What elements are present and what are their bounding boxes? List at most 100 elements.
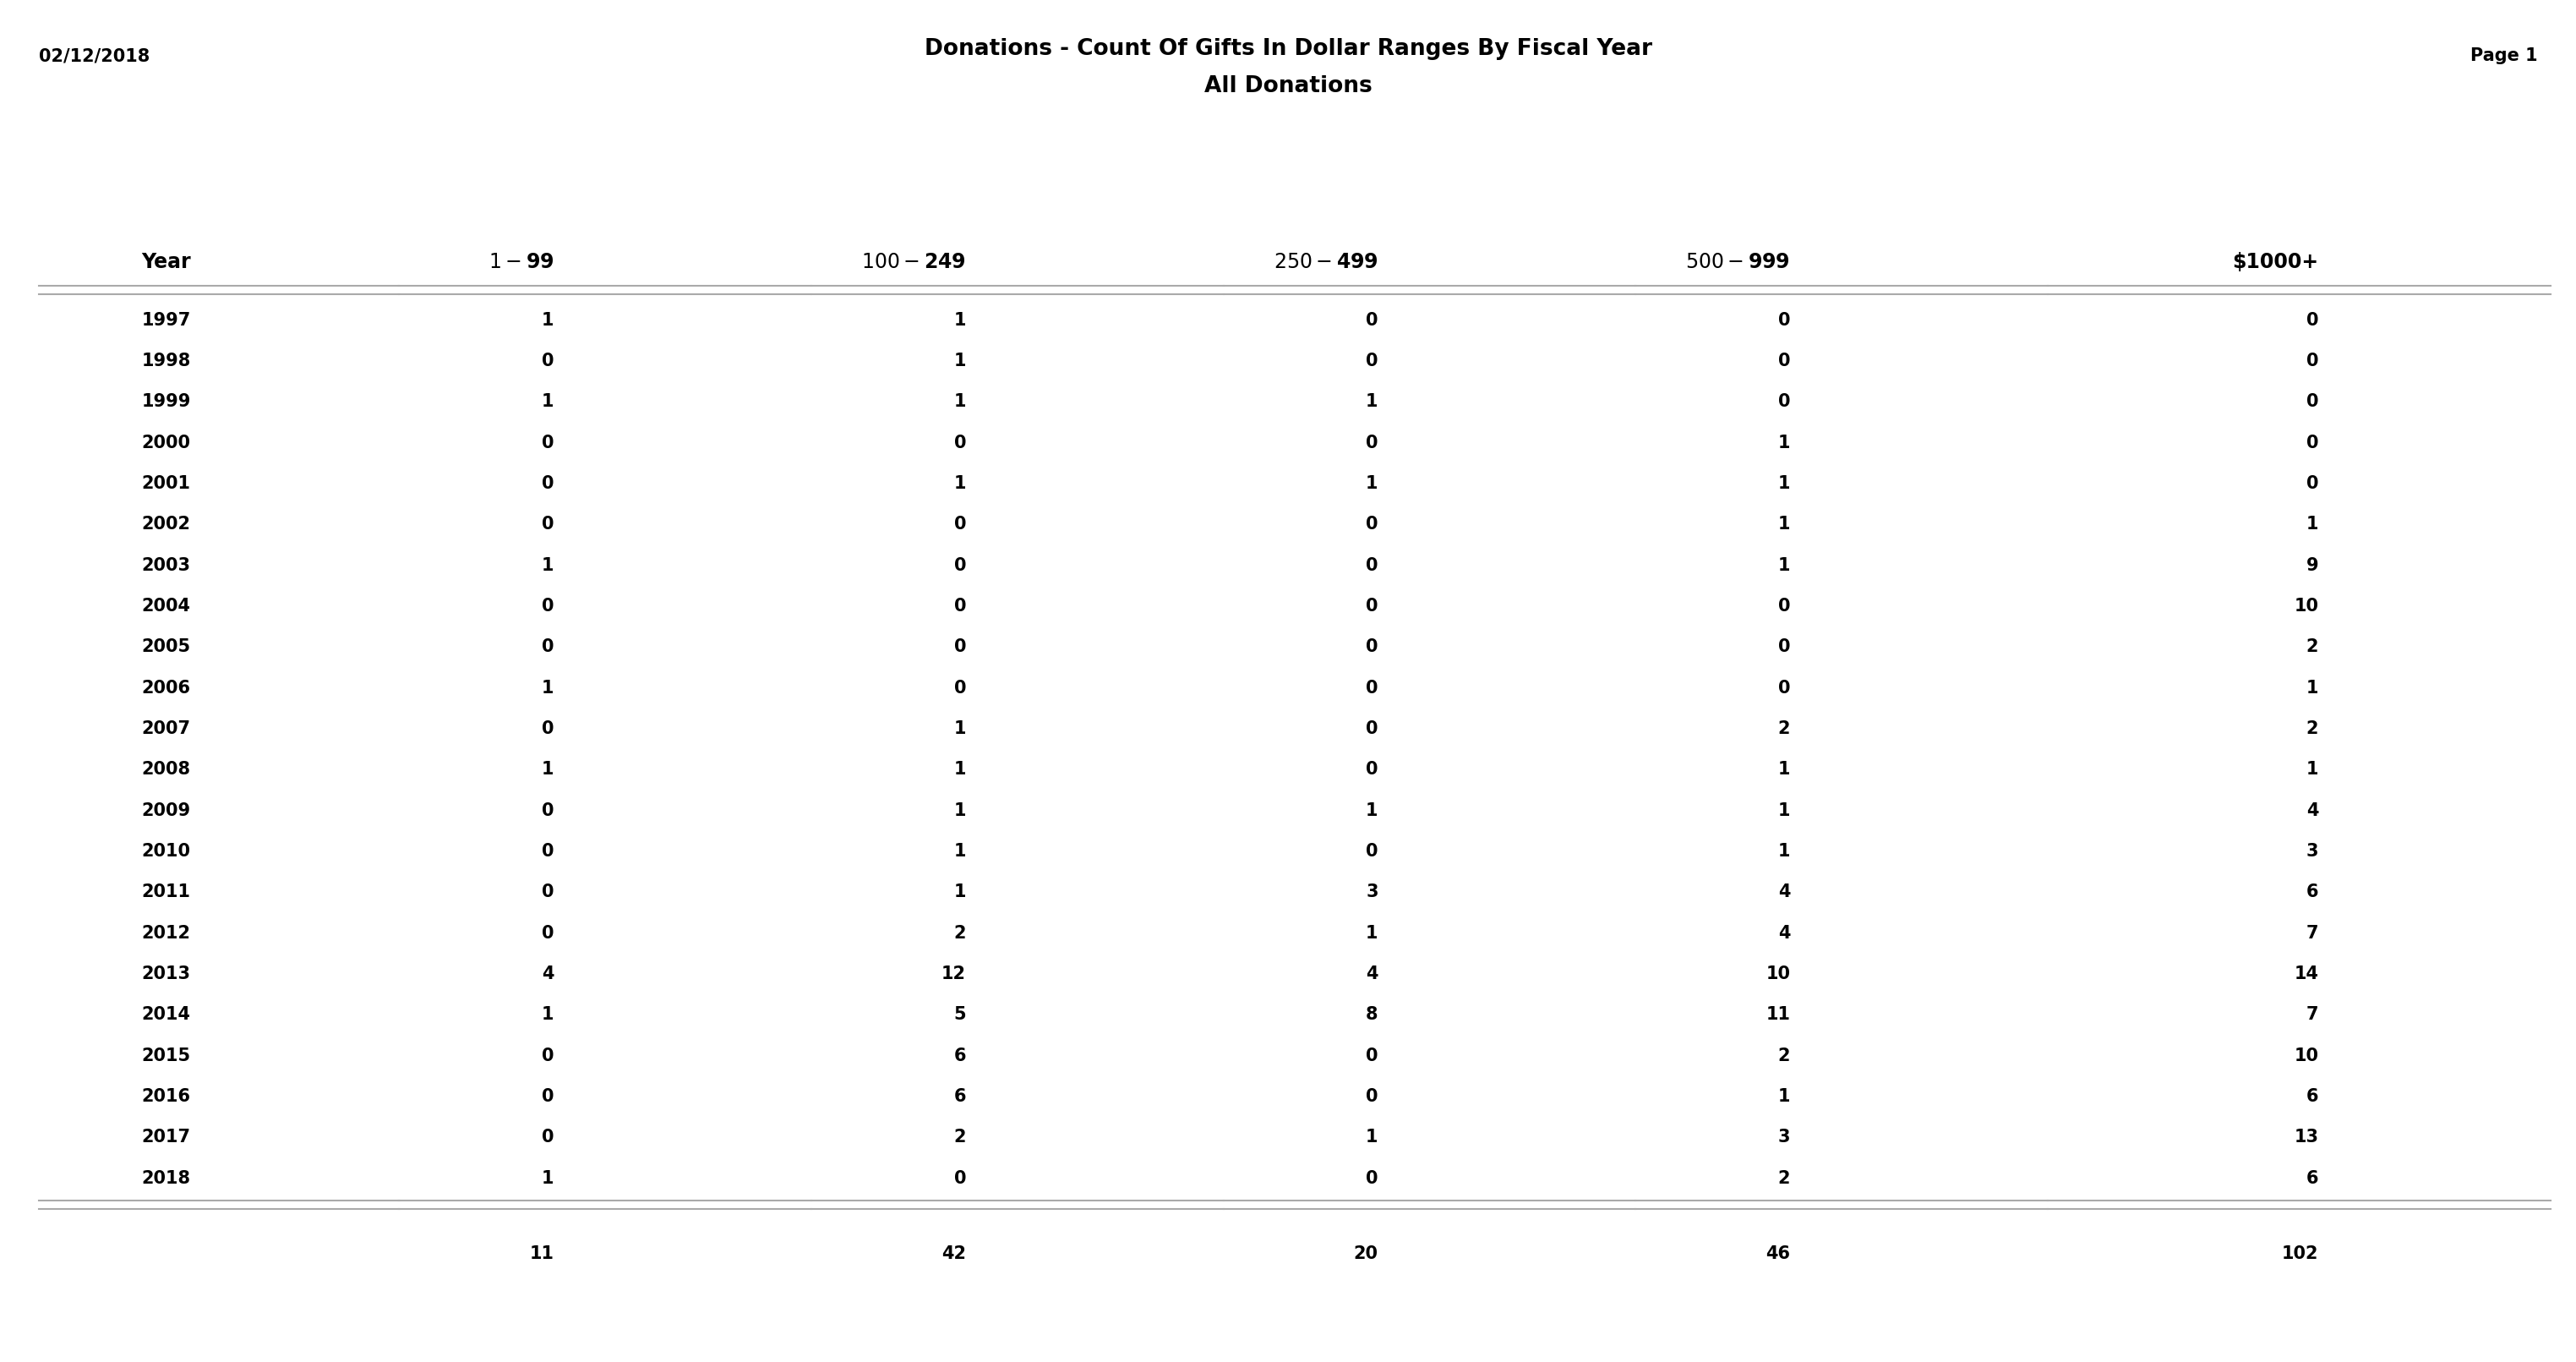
Text: 10: 10 <box>2293 598 2318 614</box>
Text: 0: 0 <box>1365 516 1378 533</box>
Text: 7: 7 <box>2306 1007 2318 1023</box>
Text: 1: 1 <box>1365 475 1378 492</box>
Text: 0: 0 <box>1777 639 1790 655</box>
Text: 1: 1 <box>953 475 966 492</box>
Text: 0: 0 <box>1365 639 1378 655</box>
Text: $1000+: $1000+ <box>2231 252 2318 272</box>
Text: 1: 1 <box>1777 557 1790 573</box>
Text: 02/12/2018: 02/12/2018 <box>39 48 149 64</box>
Text: 1: 1 <box>541 557 554 573</box>
Text: 1: 1 <box>541 1170 554 1186</box>
Text: 12: 12 <box>940 966 966 982</box>
Text: 3: 3 <box>1777 1129 1790 1145</box>
Text: 0: 0 <box>1365 353 1378 369</box>
Text: 2016: 2016 <box>142 1088 191 1105</box>
Text: 14: 14 <box>2293 966 2318 982</box>
Text: 0: 0 <box>2306 394 2318 410</box>
Text: 11: 11 <box>1765 1007 1790 1023</box>
Text: 0: 0 <box>541 353 554 369</box>
Text: 0: 0 <box>1365 598 1378 614</box>
Text: 9: 9 <box>2306 557 2318 573</box>
Text: 0: 0 <box>541 720 554 737</box>
Text: Page 1: Page 1 <box>2470 48 2537 64</box>
Text: 2011: 2011 <box>142 884 191 900</box>
Text: 6: 6 <box>2306 884 2318 900</box>
Text: 4: 4 <box>1365 966 1378 982</box>
Text: 1: 1 <box>953 843 966 859</box>
Text: 0: 0 <box>1365 761 1378 778</box>
Text: 0: 0 <box>2306 353 2318 369</box>
Text: 1: 1 <box>1777 802 1790 819</box>
Text: Year: Year <box>142 252 191 272</box>
Text: 1: 1 <box>953 761 966 778</box>
Text: 2018: 2018 <box>142 1170 191 1186</box>
Text: 0: 0 <box>541 598 554 614</box>
Text: 0: 0 <box>541 516 554 533</box>
Text: 0: 0 <box>1777 312 1790 328</box>
Text: 0: 0 <box>1365 1170 1378 1186</box>
Text: 6: 6 <box>2306 1088 2318 1105</box>
Text: 2014: 2014 <box>142 1007 191 1023</box>
Text: 1997: 1997 <box>142 312 191 328</box>
Text: 2015: 2015 <box>142 1047 191 1064</box>
Text: 1: 1 <box>1365 394 1378 410</box>
Text: 0: 0 <box>953 598 966 614</box>
Text: 0: 0 <box>541 1088 554 1105</box>
Text: 1: 1 <box>2306 680 2318 696</box>
Text: 0: 0 <box>1365 1088 1378 1105</box>
Text: 46: 46 <box>1765 1245 1790 1263</box>
Text: 0: 0 <box>541 639 554 655</box>
Text: $1 - $99: $1 - $99 <box>489 252 554 272</box>
Text: 6: 6 <box>2306 1170 2318 1186</box>
Text: 1: 1 <box>1777 1088 1790 1105</box>
Text: 0: 0 <box>1365 557 1378 573</box>
Text: 13: 13 <box>2293 1129 2318 1145</box>
Text: 3: 3 <box>2306 843 2318 859</box>
Text: 1: 1 <box>1777 434 1790 451</box>
Text: 20: 20 <box>1352 1245 1378 1263</box>
Text: 0: 0 <box>1365 843 1378 859</box>
Text: 0: 0 <box>953 434 966 451</box>
Text: 1999: 1999 <box>142 394 191 410</box>
Text: 0: 0 <box>953 639 966 655</box>
Text: 0: 0 <box>541 475 554 492</box>
Text: 0: 0 <box>1365 434 1378 451</box>
Text: 1: 1 <box>2306 516 2318 533</box>
Text: 0: 0 <box>541 843 554 859</box>
Text: 2: 2 <box>953 925 966 941</box>
Text: 0: 0 <box>1365 720 1378 737</box>
Text: 4: 4 <box>541 966 554 982</box>
Text: 2008: 2008 <box>142 761 191 778</box>
Text: 10: 10 <box>2293 1047 2318 1064</box>
Text: $100 - $249: $100 - $249 <box>860 252 966 272</box>
Text: 1998: 1998 <box>142 353 191 369</box>
Text: 2: 2 <box>1777 1170 1790 1186</box>
Text: 0: 0 <box>2306 312 2318 328</box>
Text: 1: 1 <box>953 802 966 819</box>
Text: 2000: 2000 <box>142 434 191 451</box>
Text: 1: 1 <box>1365 1129 1378 1145</box>
Text: 2013: 2013 <box>142 966 191 982</box>
Text: 1: 1 <box>1777 843 1790 859</box>
Text: 0: 0 <box>1365 312 1378 328</box>
Text: 8: 8 <box>1365 1007 1378 1023</box>
Text: 0: 0 <box>1777 394 1790 410</box>
Text: 1: 1 <box>953 720 966 737</box>
Text: 2: 2 <box>2306 639 2318 655</box>
Text: 4: 4 <box>2306 802 2318 819</box>
Text: 4: 4 <box>1777 884 1790 900</box>
Text: 0: 0 <box>541 1129 554 1145</box>
Text: 1: 1 <box>2306 761 2318 778</box>
Text: 1: 1 <box>953 353 966 369</box>
Text: 2012: 2012 <box>142 925 191 941</box>
Text: 0: 0 <box>541 434 554 451</box>
Text: 2: 2 <box>953 1129 966 1145</box>
Text: 0: 0 <box>1365 1047 1378 1064</box>
Text: 1: 1 <box>953 394 966 410</box>
Text: 2: 2 <box>1777 720 1790 737</box>
Text: 102: 102 <box>2282 1245 2318 1263</box>
Text: 2: 2 <box>2306 720 2318 737</box>
Text: 2003: 2003 <box>142 557 191 573</box>
Text: 1: 1 <box>953 884 966 900</box>
Text: 1: 1 <box>541 312 554 328</box>
